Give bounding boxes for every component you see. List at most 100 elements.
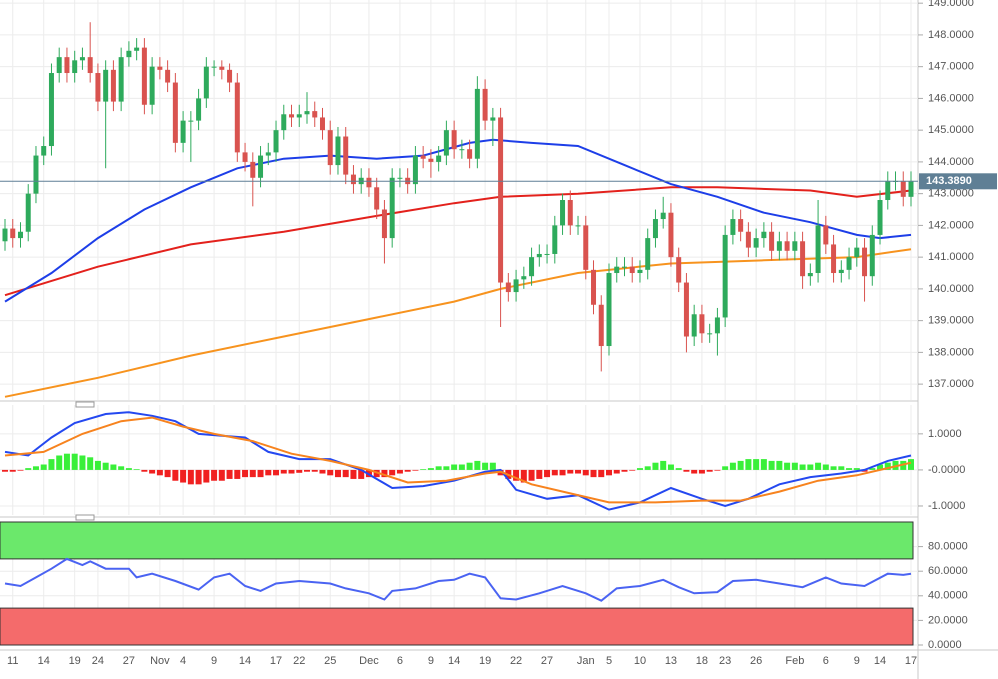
candle-body: [738, 219, 744, 232]
histogram-bar: [48, 459, 55, 470]
histogram-bar: [443, 466, 450, 470]
histogram-bar: [520, 469, 527, 483]
histogram-bar: [551, 469, 558, 476]
candle-body: [722, 234, 728, 318]
histogram-bar: [311, 469, 318, 472]
candle-body: [203, 66, 209, 99]
candle-body: [792, 241, 798, 251]
y-tick-label: 0.0000: [928, 639, 962, 651]
histogram-bar: [435, 466, 442, 470]
x-tick-label: 19: [69, 655, 81, 667]
candle-body: [714, 317, 720, 334]
candle-body: [33, 155, 39, 194]
x-tick-label: 13: [665, 655, 677, 667]
histogram-bar: [908, 459, 914, 470]
candle-body: [327, 130, 333, 166]
candle-body: [869, 234, 875, 277]
histogram-bar: [853, 468, 860, 470]
histogram-bar: [304, 469, 310, 472]
candle-body: [157, 66, 163, 70]
candle-body: [877, 200, 883, 235]
histogram-bar: [87, 457, 94, 470]
histogram-bar: [629, 469, 636, 471]
candle-body: [536, 253, 542, 258]
candle-body: [784, 241, 790, 251]
histogram-bar: [582, 469, 589, 476]
x-tick-label: 19: [479, 655, 491, 667]
panel-handle[interactable]: [75, 514, 95, 521]
candle-body: [296, 114, 302, 118]
histogram-bar: [288, 469, 295, 474]
candle-body: [583, 225, 589, 270]
candle-body: [188, 120, 194, 122]
candle-body: [668, 212, 674, 258]
histogram-bar: [768, 460, 775, 470]
candle-body: [250, 161, 256, 178]
histogram-bar: [9, 469, 16, 472]
candle-body: [498, 117, 504, 283]
candle-body: [87, 57, 93, 74]
x-tick-label: 14: [38, 655, 50, 667]
candle-body: [637, 269, 643, 274]
histogram-bar: [32, 466, 39, 470]
candle-body: [211, 66, 217, 68]
panel-handle[interactable]: [75, 401, 95, 408]
candle-body: [110, 69, 116, 102]
histogram-bar: [536, 469, 543, 479]
histogram-bar: [373, 469, 380, 478]
histogram-bar: [404, 469, 411, 472]
x-tick-label: 11: [7, 655, 18, 667]
candle-body: [676, 257, 682, 283]
histogram-bar: [141, 469, 148, 472]
candle-body: [474, 88, 480, 159]
histogram-bar: [830, 466, 837, 470]
x-tick-label: 24: [92, 655, 104, 667]
last-price-box: [919, 173, 997, 190]
histogram-bar: [636, 468, 643, 470]
candle-body: [707, 333, 713, 335]
y-tick-label: 138.0000: [928, 346, 974, 358]
candle-body: [862, 247, 868, 277]
candle-body: [730, 219, 736, 235]
y-tick-label: 147.0000: [928, 61, 974, 73]
candle-body: [141, 47, 147, 105]
x-tick-label: 25: [324, 655, 336, 667]
y-tick-label: 1.0000: [928, 428, 962, 440]
candle-body: [265, 152, 271, 156]
x-tick-label: 23: [719, 655, 731, 667]
histogram-bar: [195, 469, 202, 485]
candle-body: [56, 57, 62, 74]
histogram-bar: [40, 464, 47, 470]
candle-body: [95, 73, 101, 102]
candle-body: [134, 47, 140, 51]
candle-body: [567, 200, 573, 226]
candle-body: [172, 82, 178, 143]
candle-body: [807, 273, 813, 277]
candle-body: [219, 66, 225, 70]
histogram-bar: [729, 462, 736, 470]
x-tick-label: Nov: [150, 655, 170, 667]
candle-body: [319, 117, 325, 131]
histogram-bar: [559, 469, 566, 476]
histogram-bar: [791, 462, 798, 470]
x-tick-label: 10: [634, 655, 646, 667]
histogram-bar: [180, 469, 187, 483]
oversold-zone: [0, 607, 914, 646]
candle-body: [544, 253, 550, 255]
histogram-bar: [79, 455, 86, 470]
histogram-bar: [482, 462, 489, 470]
y-tick-label: 149.0000: [928, 0, 974, 9]
candle-body: [64, 57, 70, 74]
histogram-bar: [56, 455, 63, 470]
candle-body: [443, 130, 449, 156]
x-tick-label: 4: [180, 655, 186, 667]
candle-body: [48, 73, 54, 147]
candle-body: [397, 177, 403, 179]
x-tick-label: 6: [823, 655, 829, 667]
candle-body: [753, 238, 759, 248]
candle-body: [591, 269, 597, 305]
histogram-bar: [660, 460, 667, 470]
histogram-bar: [575, 469, 582, 474]
histogram-bar: [273, 469, 280, 476]
candle-body: [691, 314, 697, 337]
